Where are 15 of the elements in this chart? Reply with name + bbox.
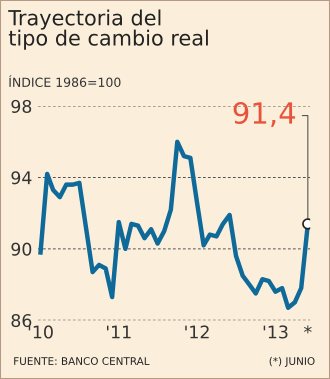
x-tick-label: '10 <box>28 325 53 339</box>
source-note: FUENTE: BANCO CENTRAL <box>14 357 150 365</box>
y-tick-label: 94 <box>11 171 32 184</box>
chart-title: Trayectoria del tipo de cambio real <box>8 9 208 50</box>
x-tick-label: * <box>304 325 312 334</box>
x-tick-label: '11 <box>107 326 131 338</box>
text: (*) JUNIO <box>270 356 315 367</box>
chart-subtitle: ÍNDICE 1986=100 <box>9 75 121 88</box>
annotation: 91,4 <box>234 102 296 127</box>
x-tick-label: '13 <box>264 325 288 339</box>
y-tick-label: 98 <box>11 100 32 113</box>
y-tick-label: 90 <box>11 242 32 256</box>
x-tick-label: '12 <box>185 325 209 338</box>
y-tick-label: 86 <box>11 314 32 328</box>
line-series <box>38 140 310 310</box>
